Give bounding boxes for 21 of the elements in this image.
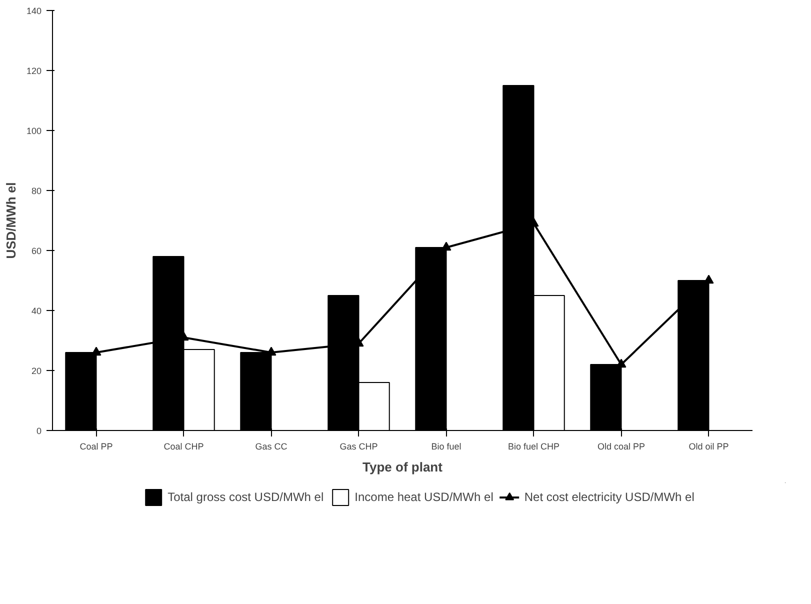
x-tick-label: Old oil PP xyxy=(688,442,729,452)
x-tick-label: Bio fuel CHP xyxy=(508,442,560,452)
x-tick-label: Gas CHP xyxy=(340,442,378,452)
legend-label: Total gross cost USD/MWh el xyxy=(168,490,324,504)
y-axis-title: USD/MWh el xyxy=(3,182,18,259)
x-tick-label: Bio fuel xyxy=(431,442,462,452)
y-tick-label: 20 xyxy=(31,366,42,376)
legend-label: Net cost electricity USD/MWh el xyxy=(524,490,694,504)
y-tick-label: 140 xyxy=(26,6,42,16)
legend-label: Income heat USD/MWh el xyxy=(354,490,494,504)
x-axis-title: Type of plant xyxy=(362,460,444,474)
x-tick-label: Coal PP xyxy=(80,442,113,452)
y-tick-label: 0 xyxy=(36,426,42,436)
y-tick-label: 120 xyxy=(26,66,42,76)
y-tick-label: 100 xyxy=(26,126,42,136)
y-tick-label: 40 xyxy=(31,306,42,316)
x-tick-label: Old coal PP xyxy=(597,442,646,452)
y-tick-label: 60 xyxy=(31,246,42,256)
x-tick-label: Gas CC xyxy=(255,442,288,452)
x-tick-label: Coal CHP xyxy=(164,442,204,452)
y-tick-label: 80 xyxy=(31,186,42,196)
